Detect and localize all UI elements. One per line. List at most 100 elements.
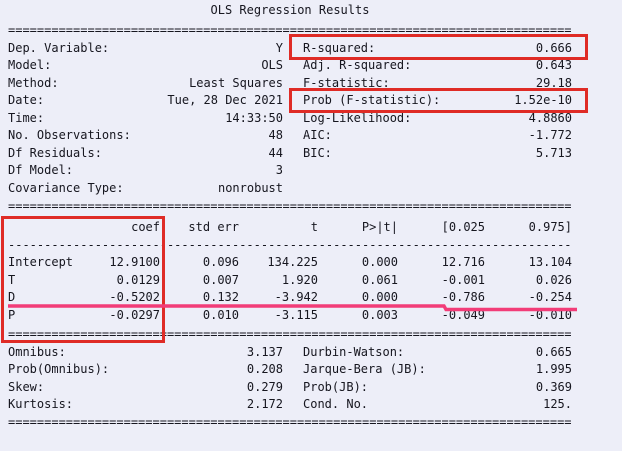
- coef-value: 12.9100: [109, 255, 160, 269]
- report-title: OLS Regression Results: [210, 3, 370, 17]
- separator-double: ========================================…: [8, 414, 572, 429]
- coef-row-t: T 0.0129 0.007 1.920 0.061 -0.001 0.026: [8, 272, 572, 290]
- highlight-box-coef-column: [1, 216, 165, 343]
- col-header-p: P>|t|: [361, 220, 398, 234]
- stat-label: Covariance Type:: [8, 180, 124, 195]
- stat-label: Df Model:: [8, 163, 74, 177]
- info-row-model: Model: OLS Adj. R-squared: 0.643: [8, 57, 572, 75]
- ci-high-value: 13.104: [528, 255, 572, 269]
- stat-label: R-squared:: [303, 40, 376, 55]
- info-row-date: Date: Tue, 28 Dec 2021 Prob (F-statistic…: [8, 92, 572, 110]
- std-err-value: 0.132: [202, 290, 239, 304]
- coef-value: 0.0129: [116, 272, 160, 287]
- diag-row-kurtosis: Kurtosis: 2.172 Cond. No. 125.: [8, 396, 572, 414]
- diag-row-prob-omnibus: Prob(Omnibus): 0.208 Jarque-Bera (JB): 1…: [8, 361, 572, 379]
- t-value: -3.942: [274, 290, 318, 304]
- col-header-ci-low: [0.025: [441, 220, 485, 234]
- stat-value: 29.18: [535, 75, 572, 90]
- stat-label: Prob(JB):: [303, 379, 369, 394]
- coef-name: Intercept: [8, 255, 74, 269]
- p-value: 0.000: [361, 290, 398, 304]
- stat-value: OLS: [261, 58, 283, 72]
- stat-value: Least Squares: [189, 75, 283, 90]
- coef-row-intercept: Intercept 12.9100 0.096 134.225 0.000 12…: [8, 254, 572, 272]
- stat-value: 0.279: [246, 379, 283, 394]
- stat-value: 0.208: [246, 362, 283, 376]
- coef-name: T: [8, 272, 16, 287]
- stat-value: Tue, 28 Dec 2021: [167, 93, 283, 107]
- info-row-method: Method: Least Squares F-statistic: 29.18: [8, 75, 572, 93]
- stat-label: Cond. No.: [303, 397, 369, 411]
- info-row-time: Time: 14:33:50 Log-Likelihood: 4.8860: [8, 110, 572, 128]
- stat-value: 5.713: [535, 145, 572, 160]
- stat-value: 44: [268, 145, 283, 160]
- stat-value: 4.8860: [528, 110, 572, 125]
- stat-label: Skew:: [8, 379, 45, 394]
- stat-label: Prob(Omnibus):: [8, 362, 110, 376]
- t-value: 134.225: [267, 255, 318, 269]
- stat-label: Prob (F-statistic):: [303, 93, 441, 107]
- info-row-dep-variable: Dep. Variable: Y R-squared: 0.666: [8, 40, 572, 58]
- coef-value: -0.5202: [109, 290, 160, 304]
- stat-label: Dep. Variable:: [8, 40, 110, 55]
- p-value: 0.000: [361, 255, 398, 269]
- stat-value: 1.995: [535, 362, 572, 376]
- stat-label: Kurtosis:: [8, 397, 74, 411]
- stat-value: 0.665: [535, 344, 572, 359]
- ci-high-value: 0.026: [535, 272, 572, 287]
- separator-double: ========================================…: [8, 23, 572, 37]
- info-row-df-residuals: Df Residuals: 44 BIC: 5.713: [8, 145, 572, 163]
- info-row-covariance-type: Covariance Type: nonrobust: [8, 180, 572, 198]
- stat-value: -1.772: [528, 128, 572, 142]
- stat-value: Y: [275, 40, 283, 55]
- ci-high-value: -0.254: [528, 290, 572, 304]
- t-value: 1.920: [281, 272, 318, 287]
- stat-label: Time:: [8, 110, 45, 125]
- stat-label: BIC:: [303, 145, 332, 160]
- std-err-value: 0.096: [202, 255, 239, 269]
- stat-label: AIC:: [303, 128, 332, 142]
- col-header-ci-high: 0.975]: [528, 220, 572, 234]
- separator-single: ----------------------------------------…: [8, 237, 572, 252]
- stat-label: Model:: [8, 58, 52, 72]
- stat-label: Jarque-Bera (JB):: [303, 362, 426, 376]
- highlight-box-r-squared: [289, 34, 588, 60]
- stat-value: 3.137: [246, 344, 283, 359]
- stat-label: Durbin-Watson:: [303, 344, 405, 359]
- stat-label: Adj. R-squared:: [303, 58, 412, 72]
- stat-label: F-statistic:: [303, 75, 390, 90]
- col-header-coef: coef: [131, 220, 160, 234]
- diag-row-skew: Skew: 0.279 Prob(JB): 0.369: [8, 379, 572, 397]
- stat-label: Df Residuals:: [8, 145, 102, 160]
- coef-table-header: coef std err t P>|t| [0.025 0.975]: [8, 219, 572, 237]
- p-value: 0.061: [361, 272, 398, 287]
- stat-value: 48: [268, 128, 283, 142]
- stat-value: nonrobust: [217, 180, 283, 195]
- col-header-std-err: std err: [188, 220, 239, 234]
- stat-value: 0.666: [535, 40, 572, 55]
- stat-label: No. Observations:: [8, 128, 131, 142]
- stat-label: Method:: [8, 75, 59, 90]
- stat-value: 14:33:50: [225, 110, 283, 125]
- coef-name: P: [8, 307, 16, 322]
- ci-low-value: 12.716: [441, 255, 485, 269]
- stat-value: 0.643: [535, 58, 572, 72]
- ci-low-value: -0.786: [441, 290, 485, 304]
- stat-value: 0.369: [535, 379, 572, 394]
- stat-label: Date:: [8, 93, 45, 107]
- separator-double: ========================================…: [8, 326, 572, 341]
- highlight-box-prob-f-statistic: [289, 88, 588, 113]
- stat-value: 2.172: [246, 397, 283, 411]
- ci-low-value: -0.001: [441, 272, 485, 287]
- std-err-value: 0.007: [202, 272, 239, 287]
- stat-label: Omnibus:: [8, 344, 66, 359]
- coef-row-d: D -0.5202 0.132 -3.942 0.000 -0.786 -0.2…: [8, 289, 572, 307]
- diag-row-omnibus: Omnibus: 3.137 Durbin-Watson: 0.665: [8, 344, 572, 362]
- separator-double: ========================================…: [8, 198, 572, 213]
- stat-value: 3: [275, 163, 283, 177]
- info-row-df-model: Df Model: 3: [8, 162, 572, 180]
- info-row-observations: No. Observations: 48 AIC: -1.772: [8, 127, 572, 145]
- coef-name: D: [8, 290, 16, 304]
- stat-value: 1.52e-10: [514, 93, 572, 107]
